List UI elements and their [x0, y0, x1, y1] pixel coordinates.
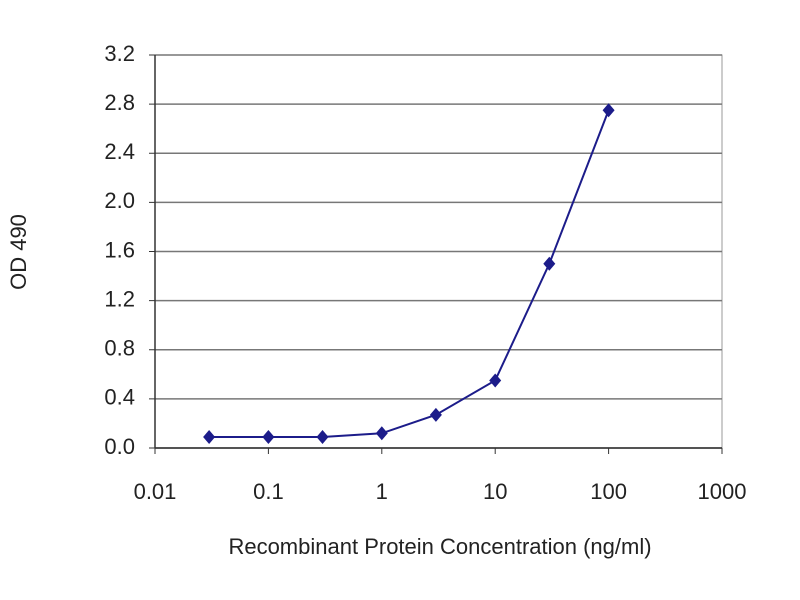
y-tick-label: 3.2 [104, 41, 135, 66]
data-point [203, 429, 216, 444]
data-line [209, 109, 610, 438]
y-tick-label: 0.4 [104, 385, 135, 410]
y-tick-label: 0.8 [104, 336, 135, 361]
x-tick-label: 1000 [698, 479, 747, 504]
y-tick-label: 1.6 [104, 237, 135, 262]
x-tick-label: 0.1 [253, 479, 284, 504]
x-tick-label: 0.01 [134, 479, 177, 504]
x-tick-label: 100 [590, 479, 627, 504]
data-point [375, 426, 388, 441]
x-tick-label: 10 [483, 479, 507, 504]
y-tick-label: 2.8 [104, 90, 135, 115]
y-axis-label: OD 490 [6, 214, 31, 290]
data-point [489, 373, 502, 388]
data-point [262, 429, 275, 444]
x-axis-label: Recombinant Protein Concentration (ng/ml… [228, 534, 651, 559]
data-point [429, 407, 442, 422]
x-tick-label: 1 [376, 479, 388, 504]
data-point [316, 429, 329, 444]
y-tick-label: 1.2 [104, 286, 135, 311]
y-tick-label: 0.0 [104, 434, 135, 459]
data-point [543, 256, 556, 271]
y-tick-label: 2.0 [104, 188, 135, 213]
y-tick-label: 2.4 [104, 139, 135, 164]
data-point [602, 103, 615, 118]
